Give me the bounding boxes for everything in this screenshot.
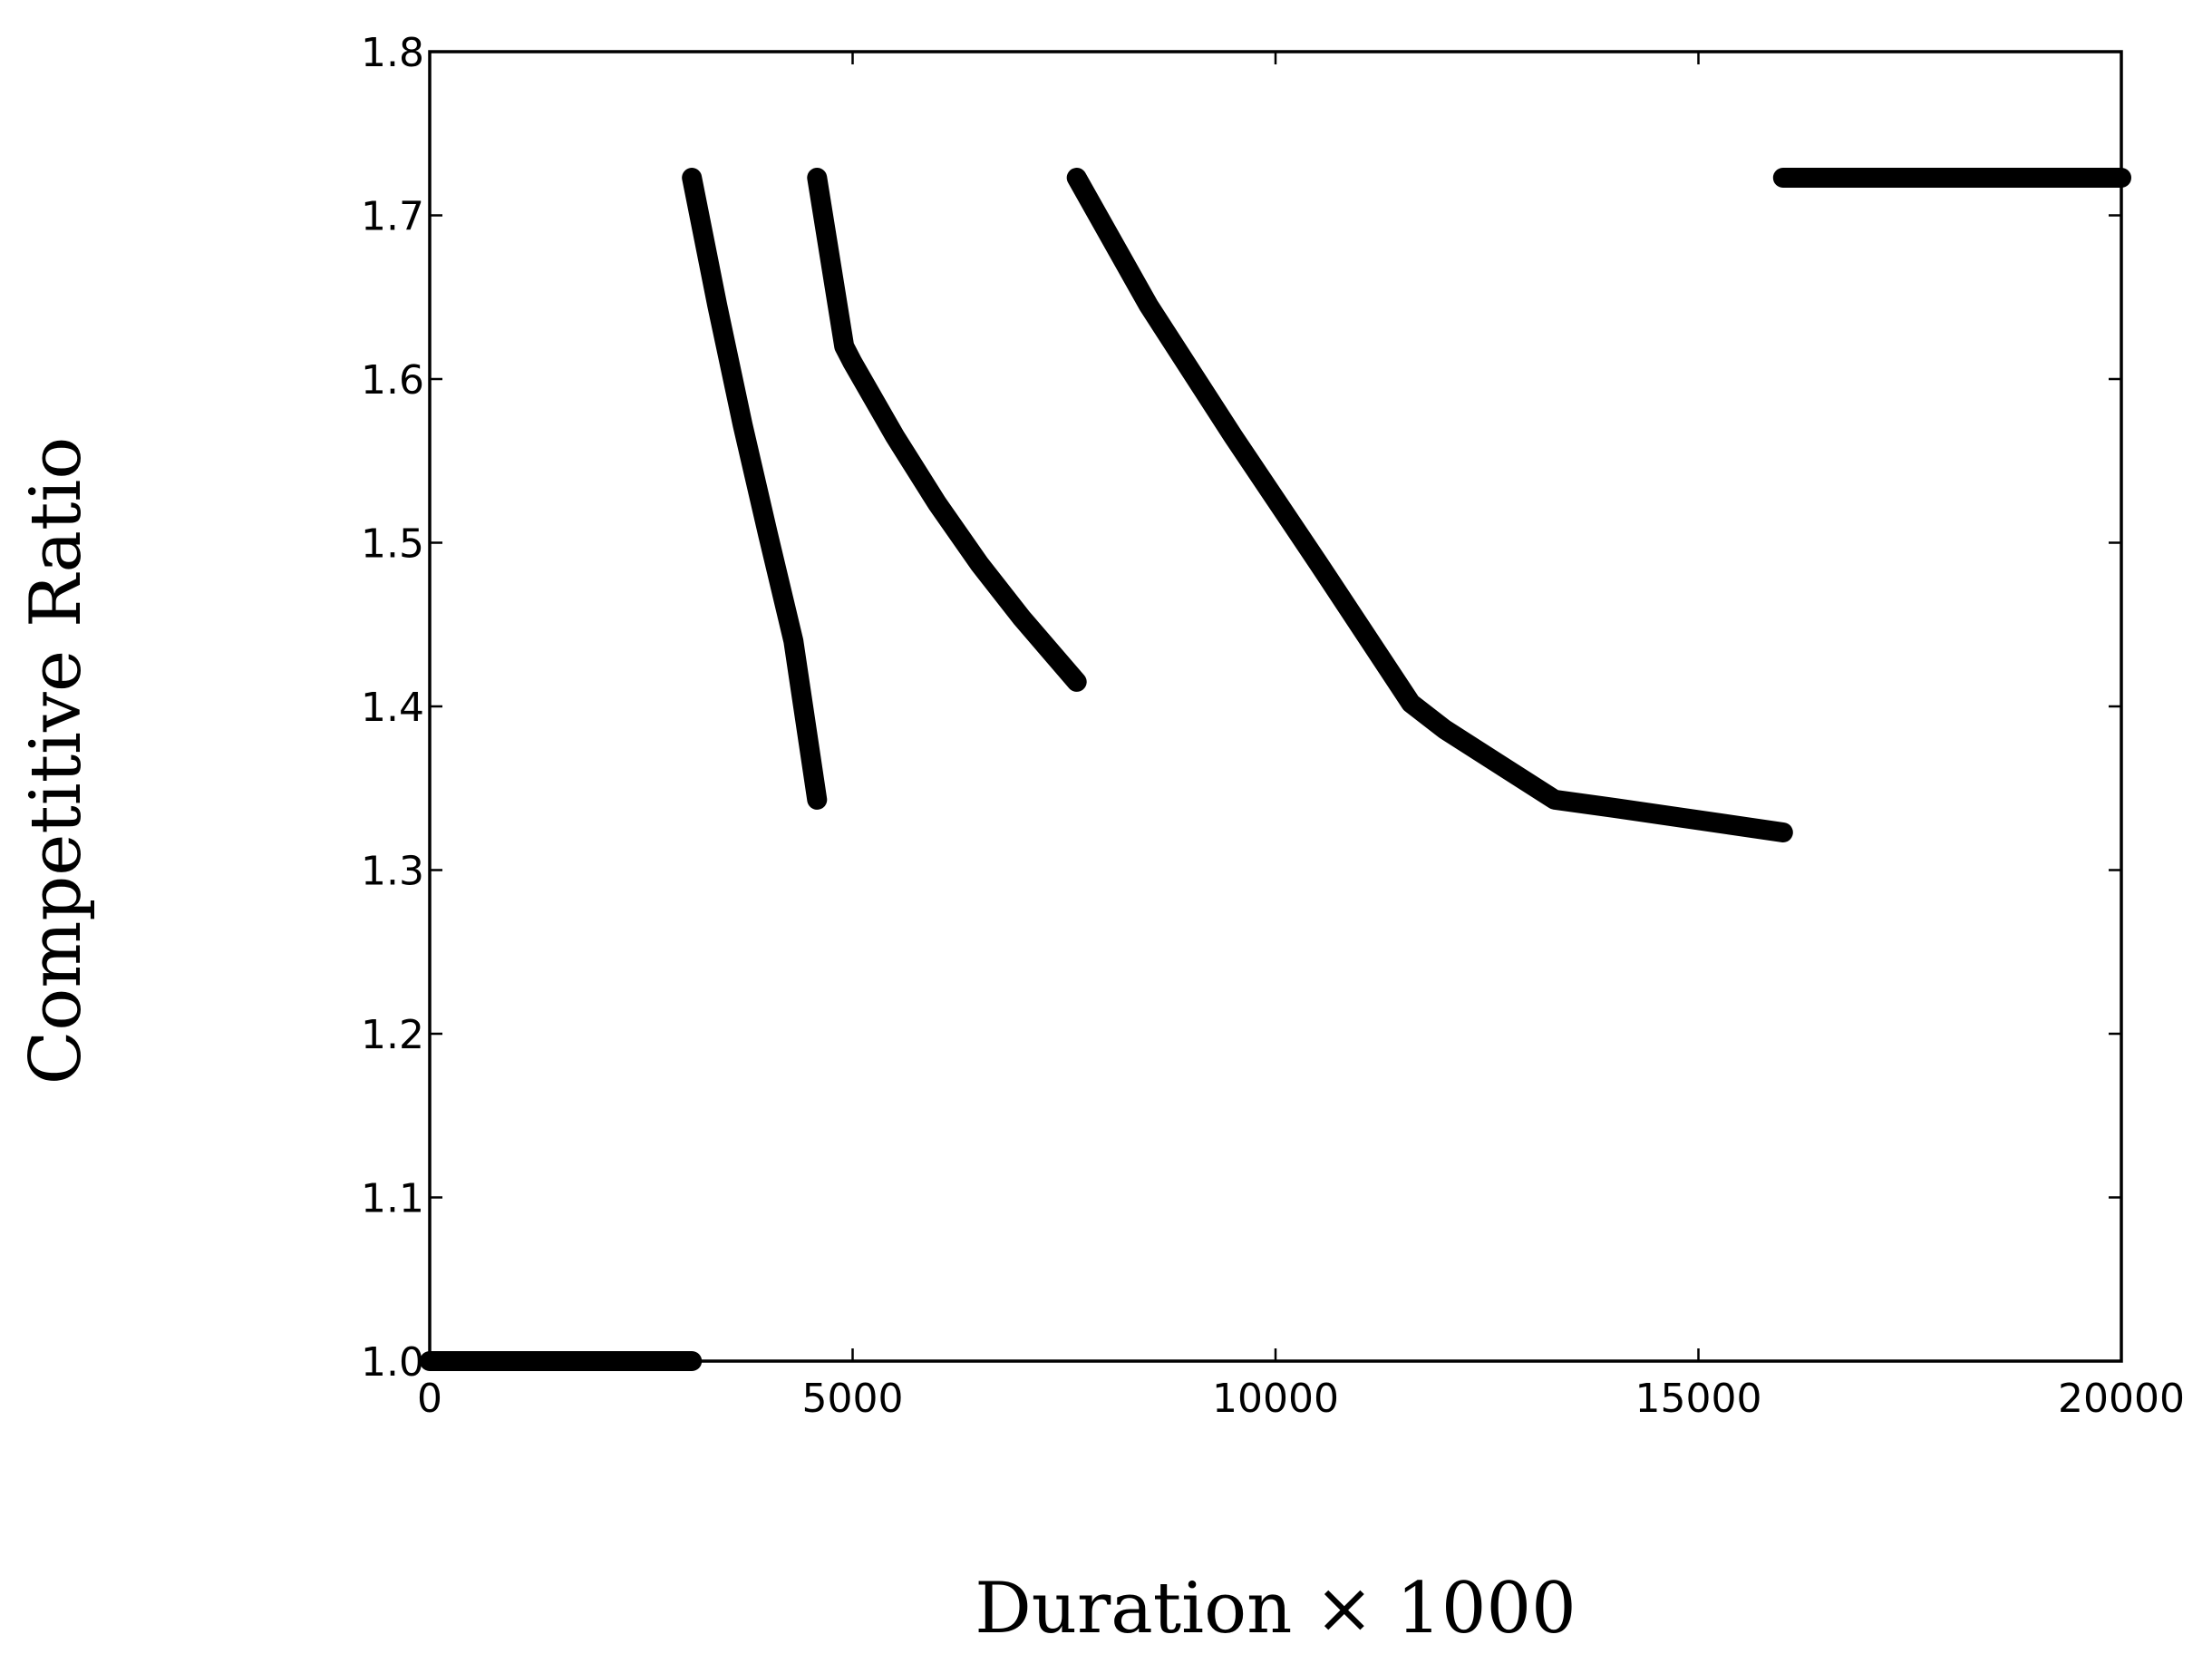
series-line-3 bbox=[807, 168, 1087, 692]
x-tick-label: 15000 bbox=[1635, 1376, 1762, 1422]
y-tick-label: 1.0 bbox=[361, 1339, 424, 1386]
tick-labels: 0 5000 10000 15000 20000 1.0 1.1 1.2 1.3 1.4 1.5 1.… bbox=[361, 30, 2185, 1422]
series-line-2 bbox=[682, 168, 828, 810]
x-tick-label: 10000 bbox=[1212, 1376, 1339, 1422]
x-axis-label: Duration × 1000 bbox=[975, 1568, 1577, 1649]
series-group bbox=[420, 168, 2131, 1371]
y-axis-label: Competitive Ratio bbox=[15, 437, 97, 1085]
x-tick-label: 0 bbox=[417, 1376, 442, 1422]
series-line-4 bbox=[1066, 168, 1793, 842]
x-tick-label: 5000 bbox=[802, 1376, 904, 1422]
y-tick-label: 1.7 bbox=[361, 194, 424, 240]
plot-frame bbox=[428, 50, 2123, 1363]
axis-ticks bbox=[428, 50, 2123, 1363]
y-tick-label: 1.1 bbox=[361, 1176, 424, 1222]
y-tick-label: 1.2 bbox=[361, 1012, 424, 1058]
y-tick-label: 1.8 bbox=[361, 30, 424, 76]
y-tick-label: 1.3 bbox=[361, 849, 424, 895]
x-tick-label: 20000 bbox=[2058, 1376, 2185, 1422]
y-tick-label: 1.6 bbox=[361, 357, 424, 404]
y-tick-label: 1.5 bbox=[361, 521, 424, 568]
y-tick-label: 1.4 bbox=[361, 685, 424, 731]
